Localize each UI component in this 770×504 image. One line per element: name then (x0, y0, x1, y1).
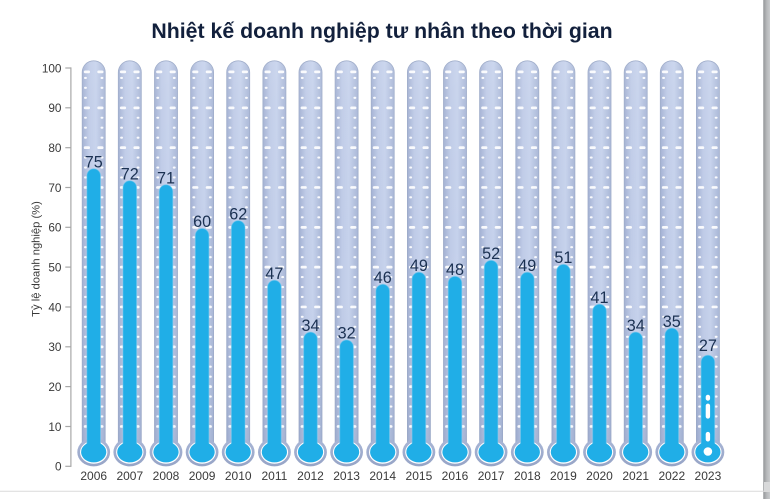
svg-text:2023: 2023 (695, 469, 722, 483)
svg-text:2019: 2019 (550, 469, 577, 483)
svg-text:34: 34 (627, 317, 645, 335)
svg-text:2011: 2011 (261, 469, 287, 483)
svg-text:49: 49 (410, 257, 428, 275)
svg-text:52: 52 (482, 245, 500, 263)
svg-text:34: 34 (301, 317, 319, 335)
svg-text:10: 10 (48, 420, 62, 434)
svg-text:2017: 2017 (478, 469, 505, 483)
svg-text:30: 30 (48, 340, 62, 354)
svg-text:35: 35 (663, 313, 681, 331)
svg-text:Nhiệt kế doanh nghiệp tư nhân: Nhiệt kế doanh nghiệp tư nhân theo thời … (151, 19, 612, 43)
svg-text:70: 70 (48, 181, 62, 195)
svg-text:2010: 2010 (225, 469, 252, 483)
svg-text:90: 90 (48, 101, 62, 115)
svg-text:51: 51 (554, 249, 572, 267)
svg-text:75: 75 (85, 154, 103, 172)
svg-text:Tỷ lệ doanh nghiệp (%): Tỷ lệ doanh nghiệp (%) (31, 201, 43, 317)
svg-text:71: 71 (157, 169, 175, 187)
svg-text:72: 72 (121, 165, 139, 183)
svg-text:41: 41 (590, 289, 608, 307)
svg-text:60: 60 (48, 221, 62, 235)
svg-text:100: 100 (42, 61, 62, 75)
svg-text:47: 47 (265, 265, 283, 283)
svg-text:2021: 2021 (622, 469, 649, 483)
svg-text:62: 62 (229, 205, 247, 223)
svg-text:2022: 2022 (658, 469, 685, 483)
svg-text:46: 46 (374, 269, 392, 287)
svg-text:2006: 2006 (80, 469, 107, 483)
svg-text:2009: 2009 (189, 469, 216, 483)
svg-text:2007: 2007 (116, 469, 143, 483)
svg-text:49: 49 (518, 257, 536, 275)
svg-text:0: 0 (55, 460, 62, 474)
svg-text:2013: 2013 (333, 469, 360, 483)
svg-text:20: 20 (48, 380, 62, 394)
svg-text:80: 80 (48, 141, 62, 155)
svg-text:27: 27 (699, 337, 717, 355)
svg-text:2012: 2012 (297, 469, 324, 483)
svg-text:2014: 2014 (369, 469, 396, 483)
svg-text:48: 48 (446, 261, 464, 279)
svg-text:40: 40 (48, 300, 62, 314)
svg-text:2018: 2018 (514, 469, 541, 483)
svg-text:32: 32 (338, 325, 356, 343)
svg-text:2008: 2008 (153, 469, 180, 483)
svg-text:2020: 2020 (586, 469, 613, 483)
svg-text:60: 60 (193, 213, 211, 231)
svg-text:2016: 2016 (442, 469, 469, 483)
svg-text:2015: 2015 (406, 469, 433, 483)
svg-text:50: 50 (48, 261, 62, 275)
